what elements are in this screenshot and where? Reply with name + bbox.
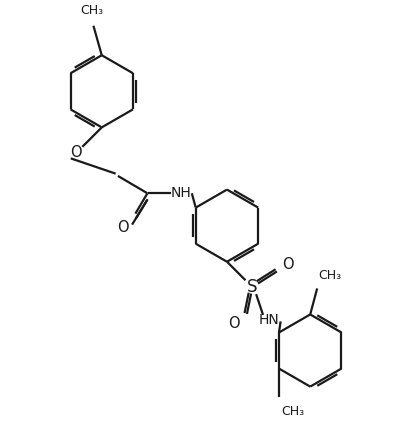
Text: CH₃: CH₃ [319, 269, 341, 282]
Text: CH₃: CH₃ [281, 405, 304, 418]
Text: CH₃: CH₃ [80, 5, 103, 17]
Text: S: S [247, 278, 258, 296]
Text: O: O [228, 316, 240, 331]
Text: O: O [282, 258, 294, 272]
Text: HN: HN [258, 314, 279, 328]
Text: O: O [117, 220, 129, 235]
Text: O: O [70, 145, 82, 160]
Text: NH: NH [171, 186, 191, 200]
